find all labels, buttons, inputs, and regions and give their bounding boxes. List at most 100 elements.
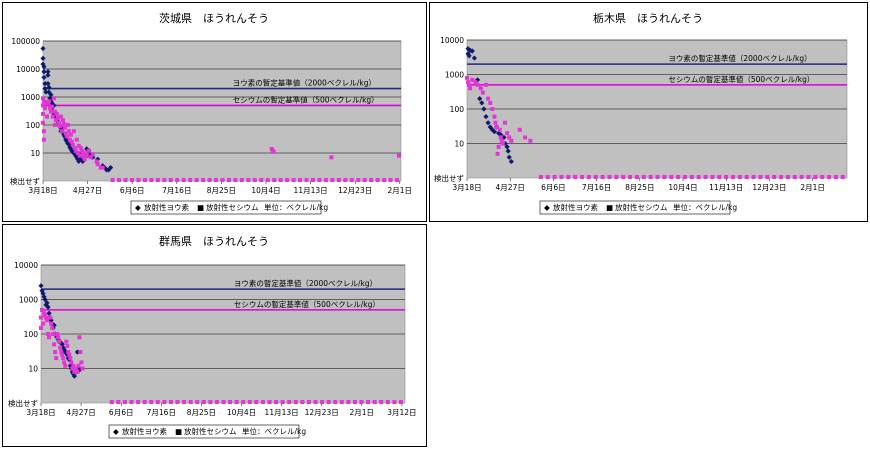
data-point-iodine xyxy=(483,114,489,120)
legend-box xyxy=(108,424,300,439)
data-point-iodine xyxy=(46,84,52,91)
legend-iodine-label: 放射性ヨウ素 xyxy=(144,202,189,212)
data-point-iodine xyxy=(45,69,51,75)
data-point-cesium xyxy=(71,129,76,134)
not-detected-point xyxy=(628,175,633,179)
x-tick-label: 4月27日 xyxy=(496,183,525,192)
legend-unit-label: 単位：ベクレル/kg xyxy=(673,202,737,212)
not-detected-point xyxy=(806,175,811,179)
data-point-cesium xyxy=(63,363,68,368)
not-detected-point xyxy=(840,175,845,179)
x-tick-label: 7月16日 xyxy=(582,183,611,192)
legend-cesium-marker: ■ xyxy=(606,203,613,212)
data-point-cesium xyxy=(86,148,91,153)
not-detected-point xyxy=(593,175,598,179)
data-point-iodine xyxy=(43,302,49,308)
not-detected-point xyxy=(336,178,341,182)
data-point-cesium xyxy=(72,369,77,374)
not-detected-point xyxy=(689,175,694,179)
data-point-iodine xyxy=(41,294,47,300)
not-detected-point xyxy=(287,400,292,404)
not-detected-point xyxy=(175,400,180,404)
data-point-cesium xyxy=(60,352,65,357)
chart-title: 茨城県 ほうれんそう xyxy=(159,11,269,25)
data-point-cesium xyxy=(64,339,69,344)
data-point-cesium xyxy=(57,339,62,344)
legend-cesium-label: 放射性セシウム xyxy=(615,202,668,212)
data-point-cesium xyxy=(51,96,56,101)
x-tick-label: 3月18日 xyxy=(452,183,481,192)
data-point-cesium xyxy=(80,152,85,157)
x-tick-label: 8月25日 xyxy=(187,408,216,417)
data-point-iodine xyxy=(487,124,493,130)
data-point-cesium xyxy=(468,86,473,91)
x-tick-label: 11月13日 xyxy=(294,186,328,195)
not-detected-point xyxy=(208,400,213,404)
data-point-iodine xyxy=(55,336,61,342)
data-point-cesium xyxy=(500,141,505,146)
x-tick-label: 6月6日 xyxy=(109,408,134,417)
not-detected-point xyxy=(682,175,687,179)
data-point-cesium xyxy=(42,106,47,111)
not-detected-point xyxy=(356,178,361,182)
not-detected-point xyxy=(117,178,122,182)
not-detected-point xyxy=(182,400,187,404)
data-point-cesium xyxy=(499,138,504,143)
data-point-cesium xyxy=(56,120,61,125)
data-point-cesium xyxy=(84,153,89,158)
legend-iodine-label: 放射性ヨウ素 xyxy=(122,426,167,436)
data-point-cesium xyxy=(46,332,51,336)
data-point-cesium xyxy=(41,129,46,134)
not-detected-point xyxy=(375,178,380,182)
data-point-iodine xyxy=(43,89,49,95)
data-point-cesium xyxy=(75,369,80,374)
data-point-cesium xyxy=(82,157,87,162)
data-point-cesium xyxy=(59,350,64,355)
chart-panel-tochigi: 栃木県 ほうれんそう 10000 1000 100 10 検出せず 3月18日 4月27日 6月… xyxy=(429,2,868,222)
y-tick-label: 100 xyxy=(26,121,41,130)
data-point-cesium xyxy=(75,151,80,155)
data-point-iodine xyxy=(42,81,48,87)
not-detected-point xyxy=(298,178,303,182)
not-detected-point xyxy=(130,178,135,182)
legend-cesium-label: 放射性セシウム xyxy=(206,202,259,212)
not-detected-point xyxy=(300,400,305,404)
not-detected-point xyxy=(607,175,612,179)
not-detected-point xyxy=(349,178,354,182)
data-point-cesium xyxy=(44,315,49,320)
not-detected-point xyxy=(155,400,160,404)
not-detected-point xyxy=(372,400,377,404)
not-detected-point xyxy=(260,400,265,404)
data-point-cesium xyxy=(79,360,84,365)
not-detected-point xyxy=(162,178,167,182)
reference-line-label: セシウムの暫定基準値（500ベクレル/kg） xyxy=(234,299,380,309)
legend-cesium-marker: ■ xyxy=(197,203,204,212)
data-point-cesium xyxy=(66,350,71,355)
data-point-cesium xyxy=(41,120,45,125)
data-point-cesium xyxy=(528,138,533,143)
not-detected-point xyxy=(247,400,252,404)
not-detected-point xyxy=(395,178,400,182)
y-tick-label: 100000 xyxy=(11,37,40,46)
not-detected-point xyxy=(221,400,226,404)
not-detected-point xyxy=(122,400,127,404)
data-point-iodine xyxy=(479,100,485,106)
not-detected-point xyxy=(267,400,272,404)
data-point-cesium xyxy=(41,96,45,101)
not-detected-point xyxy=(648,175,653,179)
data-point-cesium xyxy=(509,138,514,143)
y-tick-label: 10000 xyxy=(14,261,38,270)
not-detected-point xyxy=(724,175,729,179)
data-point-cesium xyxy=(505,131,510,136)
data-point-cesium xyxy=(498,135,503,140)
not-detected-point xyxy=(662,175,667,179)
x-tick-label: 6月6日 xyxy=(541,183,566,192)
not-detected-point xyxy=(669,175,674,179)
data-point-cesium xyxy=(507,135,512,140)
data-point-iodine xyxy=(108,165,114,171)
not-detected-point xyxy=(634,175,639,179)
not-detected-point xyxy=(323,178,328,182)
data-point-cesium xyxy=(52,123,57,127)
not-detected-point xyxy=(136,178,141,182)
